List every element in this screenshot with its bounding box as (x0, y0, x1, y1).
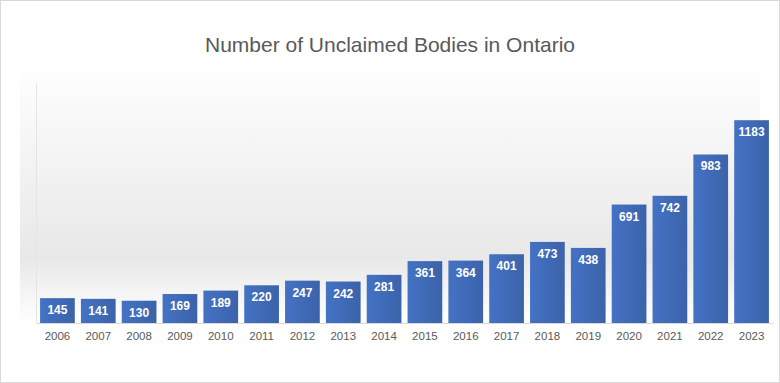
data-label: 438 (578, 253, 598, 267)
data-labels: 145 141 130 169 189 220 247 242 281 361 364 401 473 4… (47, 125, 764, 320)
x-tick-label: 2020 (616, 330, 642, 342)
x-tick-label: 2007 (85, 330, 111, 342)
bar (489, 254, 524, 323)
bars (40, 120, 769, 323)
data-label: 247 (292, 286, 312, 300)
bar (244, 285, 279, 323)
x-axis: 2006 2007 2008 2009 2010 2011 2012 2013 2014 2015… (37, 323, 774, 342)
bar (448, 261, 483, 323)
x-tick-label: 2012 (290, 330, 316, 342)
x-tick: 2007 (85, 323, 111, 342)
x-tick: 2016 (453, 323, 479, 342)
x-tick-label: 2019 (575, 330, 601, 342)
x-tick-label: 2011 (249, 330, 274, 342)
data-label: 1183 (739, 125, 765, 139)
bar (367, 275, 402, 323)
chart-frame (1, 1, 780, 383)
x-tick: 2019 (575, 323, 601, 342)
x-tick-label: 2023 (739, 330, 765, 342)
data-label: 141 (88, 304, 108, 318)
x-tick: 2012 (290, 323, 316, 342)
x-tick-label: 2009 (167, 330, 193, 342)
x-tick-label: 2008 (126, 330, 152, 342)
data-label: 742 (660, 201, 680, 215)
data-label: 691 (619, 210, 639, 224)
x-tick-label: 2013 (330, 330, 356, 342)
chart: Number of Unclaimed Bodies in Ontario 200… (0, 0, 780, 383)
data-label: 983 (701, 159, 721, 173)
bar (285, 281, 320, 323)
x-tick: 2020 (616, 323, 642, 342)
data-label: 189 (211, 296, 231, 310)
bar (122, 301, 157, 323)
bar (734, 120, 769, 323)
x-tick-label: 2018 (535, 330, 561, 342)
x-tick: 2021 (657, 323, 683, 342)
x-tick-label: 2014 (371, 330, 397, 342)
data-label: 169 (170, 299, 190, 313)
x-tick-label: 2017 (494, 330, 520, 342)
y-axis-line (36, 84, 37, 324)
x-tick: 2011 (249, 323, 274, 342)
bar (653, 196, 688, 323)
bar (81, 299, 116, 323)
bar (693, 154, 728, 323)
bar (408, 261, 443, 323)
data-label: 242 (333, 287, 353, 301)
x-tick-label: 2022 (698, 330, 724, 342)
x-tick: 2010 (208, 323, 234, 342)
plot-background (20, 60, 760, 323)
bar (530, 242, 565, 323)
x-tick-label: 2015 (412, 330, 438, 342)
data-label: 130 (129, 306, 149, 320)
chart-title: Number of Unclaimed Bodies in Ontario (205, 33, 575, 56)
bar (203, 291, 238, 323)
x-tick-label: 2006 (45, 330, 71, 342)
x-tick: 2014 (371, 323, 397, 342)
bar (612, 205, 647, 323)
x-tick: 2023 (739, 323, 765, 342)
data-label: 473 (537, 247, 557, 261)
data-label: 401 (497, 259, 517, 273)
y-axis (36, 84, 37, 324)
bar (326, 282, 361, 323)
x-tick: 2008 (126, 323, 152, 342)
x-tick: 2009 (167, 323, 193, 342)
x-tick-label: 2021 (657, 330, 683, 342)
x-tick-label: 2010 (208, 330, 234, 342)
x-tick: 2022 (698, 323, 724, 342)
x-axis-line (37, 323, 774, 324)
x-tick: 2018 (535, 323, 561, 342)
data-label: 281 (374, 280, 394, 294)
bar (571, 248, 606, 323)
x-tick: 2013 (330, 323, 356, 342)
data-label: 220 (252, 290, 272, 304)
x-tick: 2017 (494, 323, 520, 342)
data-label: 364 (456, 266, 476, 280)
x-tick-label: 2016 (453, 330, 479, 342)
data-label: 145 (47, 303, 67, 317)
bar (40, 298, 75, 323)
data-label: 361 (415, 266, 435, 280)
bar (163, 294, 198, 323)
x-tick: 2015 (412, 323, 438, 342)
x-tick: 2006 (45, 323, 71, 342)
